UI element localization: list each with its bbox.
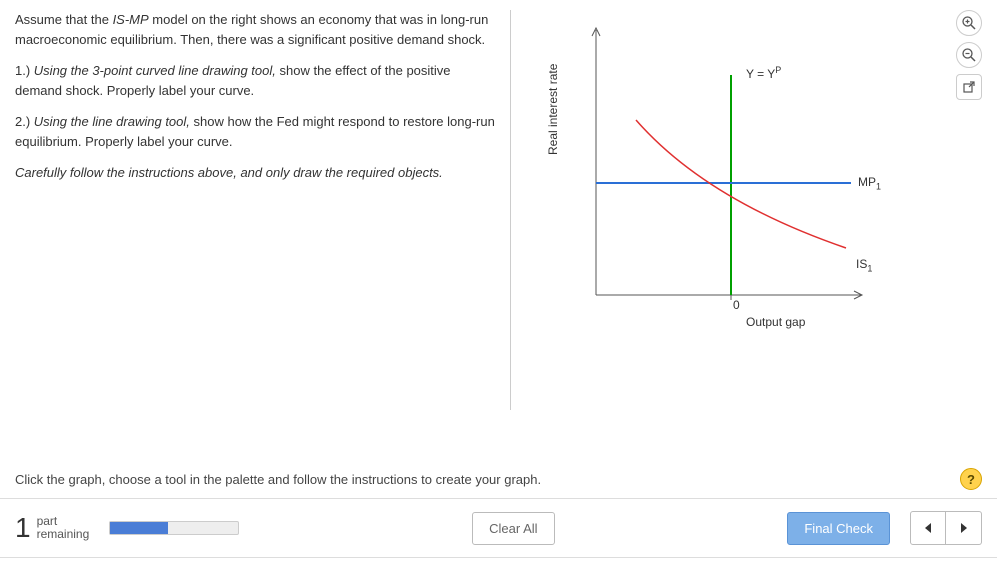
nav-buttons bbox=[910, 511, 982, 545]
graph-svg bbox=[576, 20, 866, 310]
final-check-button[interactable]: Final Check bbox=[787, 512, 890, 545]
graph-toolbar bbox=[956, 10, 982, 100]
part2-text: 2.) Using the line drawing tool, show ho… bbox=[15, 112, 495, 151]
intro-text: Assume that the IS-MP model on the right… bbox=[15, 10, 495, 49]
question-text: Assume that the IS-MP model on the right… bbox=[15, 10, 505, 460]
note-text: Carefully follow the instructions above,… bbox=[15, 163, 495, 183]
column-divider bbox=[510, 10, 511, 410]
attempts-count: 1 bbox=[15, 512, 31, 544]
x-axis-label: Output gap bbox=[746, 315, 805, 329]
is-curve-label: IS1 bbox=[856, 257, 872, 273]
prev-button[interactable] bbox=[910, 511, 946, 545]
attempts-indicator: 1 partremaining bbox=[15, 512, 89, 544]
footer-bar: 1 partremaining Clear All Final Check bbox=[0, 498, 997, 558]
help-icon[interactable]: ? bbox=[960, 468, 982, 490]
clear-all-button[interactable]: Clear All bbox=[472, 512, 554, 545]
popout-icon[interactable] bbox=[956, 74, 982, 100]
progress-bar bbox=[109, 521, 239, 535]
progress-fill bbox=[110, 522, 168, 534]
graph-canvas[interactable]: Real interest rate Output gap 0 Y = YP M… bbox=[576, 20, 906, 330]
next-button[interactable] bbox=[946, 511, 982, 545]
zoom-out-icon[interactable] bbox=[956, 42, 982, 68]
part1-text: 1.) Using the 3-point curved line drawin… bbox=[15, 61, 495, 100]
mp-line-label: MP1 bbox=[858, 175, 881, 191]
hint-text: Click the graph, choose a tool in the pa… bbox=[15, 472, 541, 487]
origin-label: 0 bbox=[733, 298, 740, 312]
y-axis-label: Real interest rate bbox=[546, 64, 560, 155]
vertical-line-label: Y = YP bbox=[746, 65, 781, 81]
zoom-in-icon[interactable] bbox=[956, 10, 982, 36]
attempts-label: partremaining bbox=[37, 515, 90, 541]
